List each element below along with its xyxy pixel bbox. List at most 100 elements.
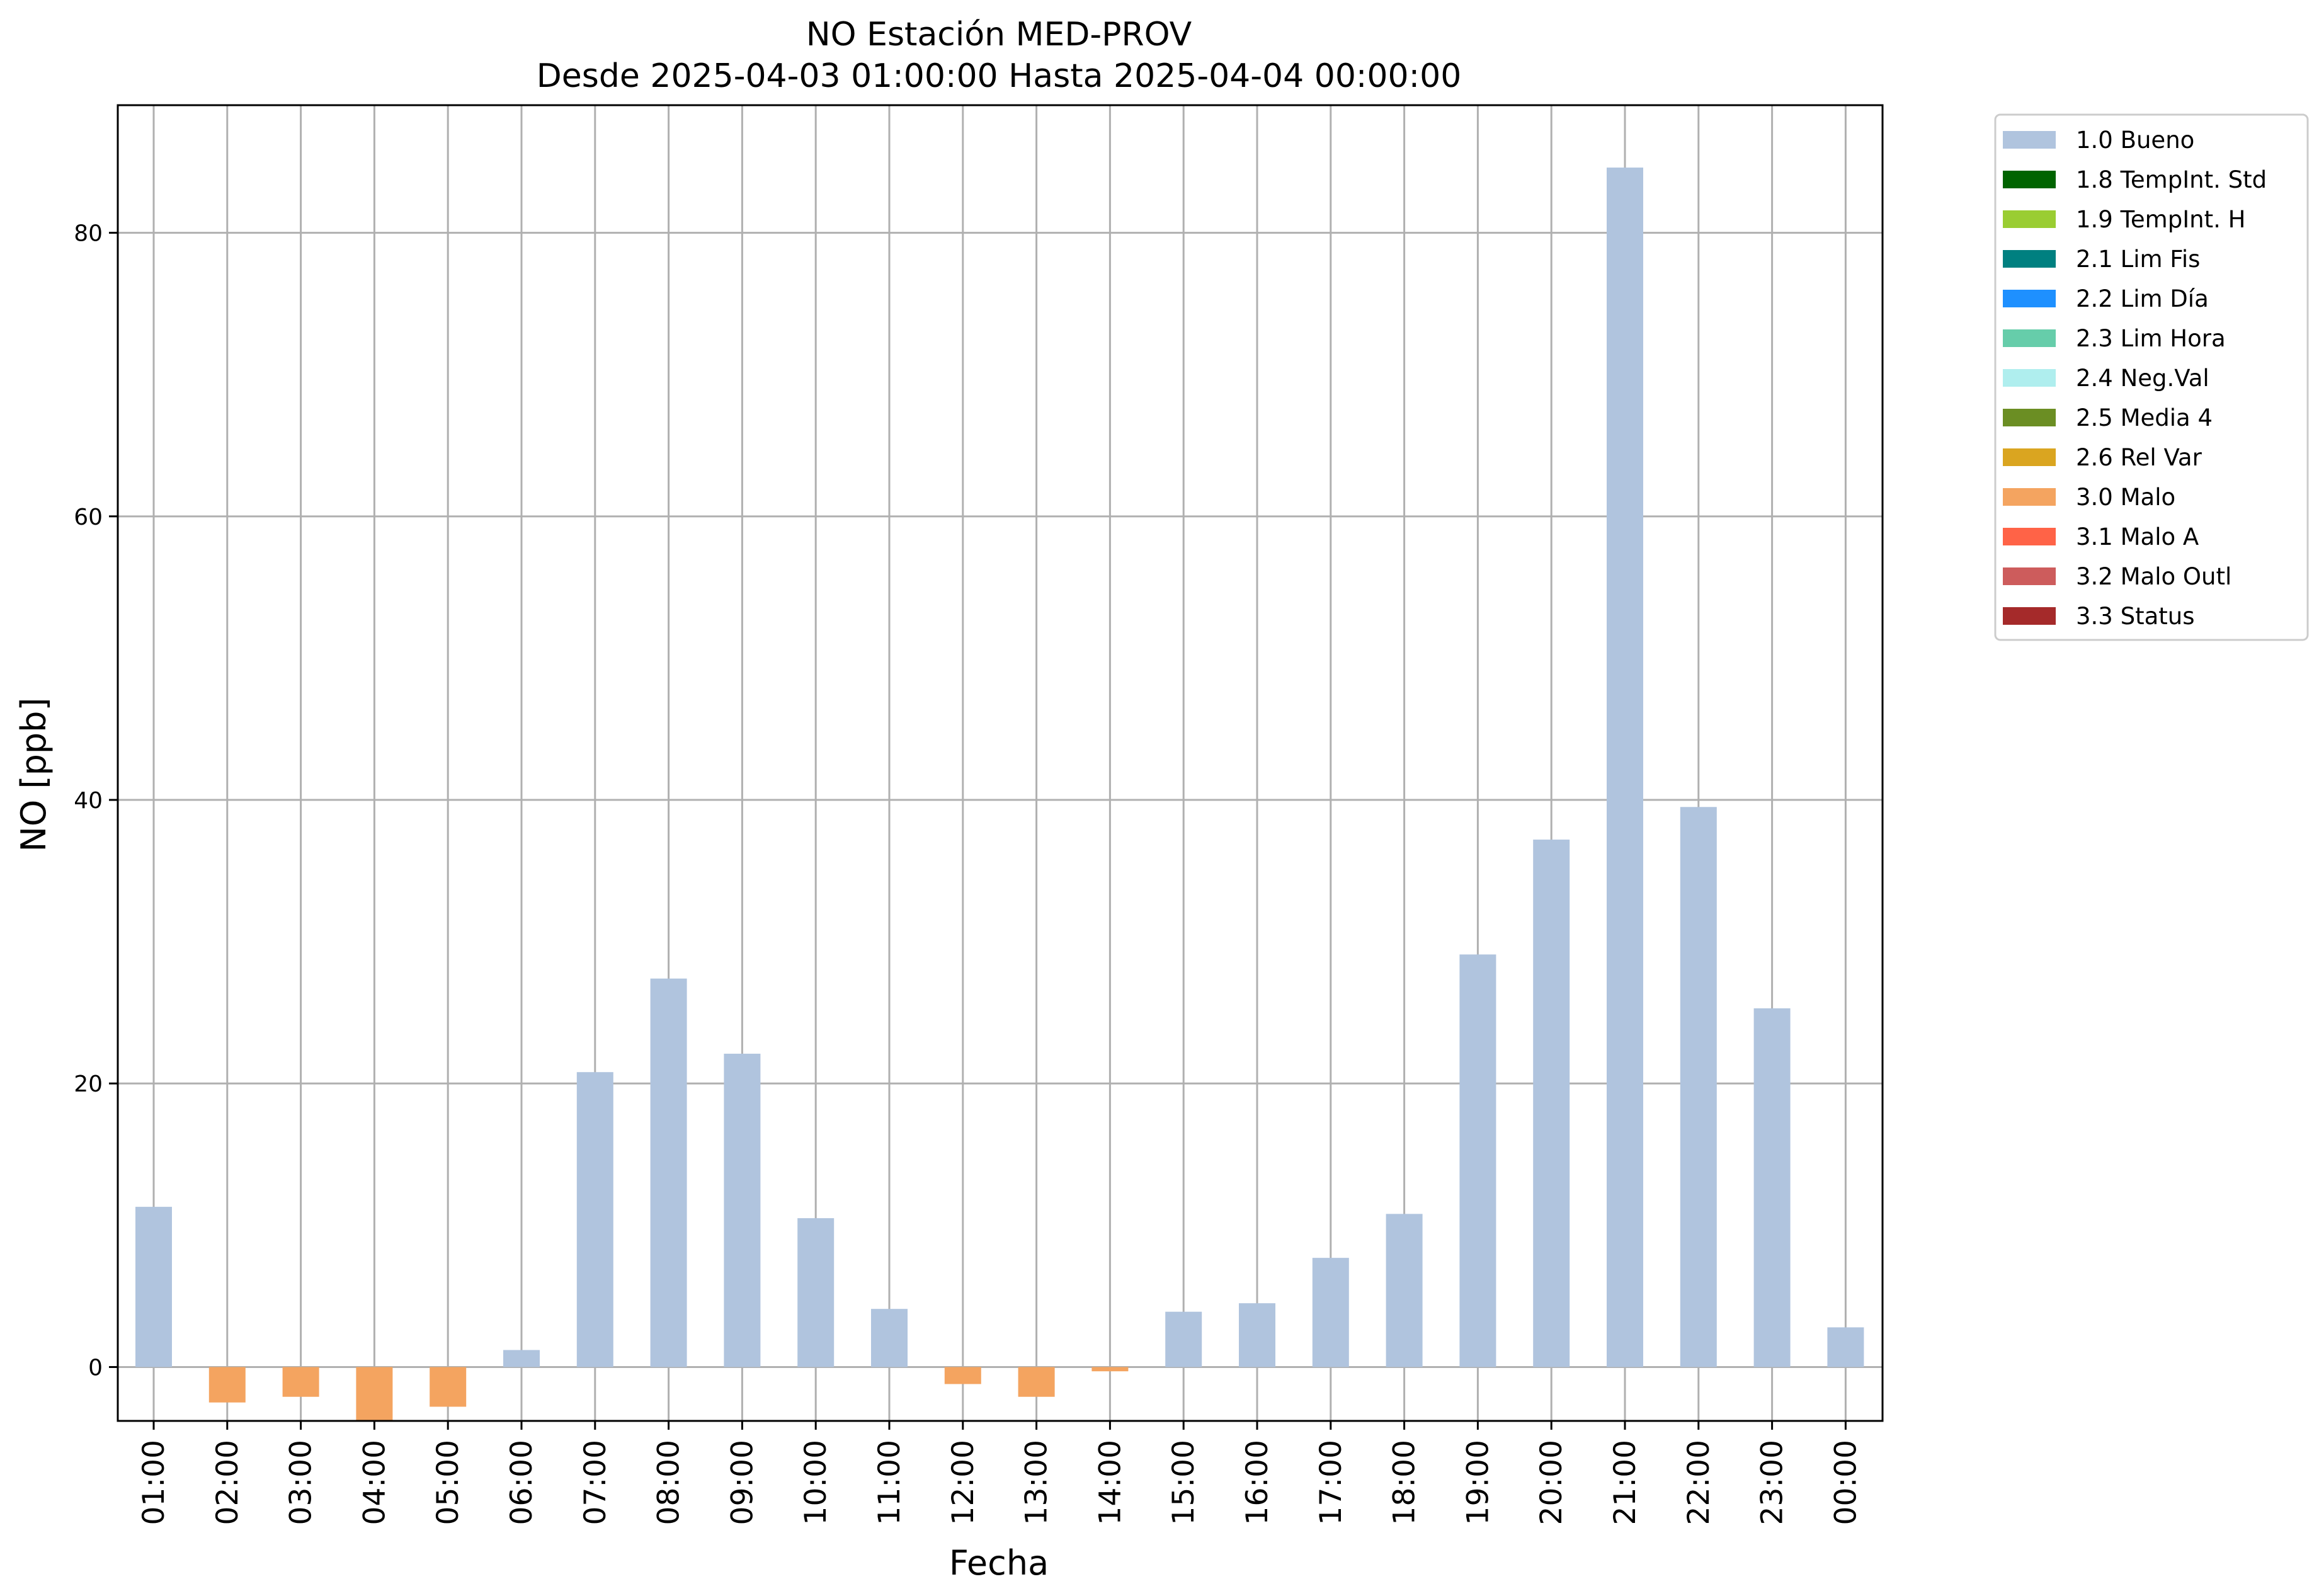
axis-ticks: 0 20 40 60 80 01:00 02:00 03:00 04:00 05:00 06:00 0… — [74, 221, 1863, 1525]
bar-2000 — [1533, 840, 1570, 1367]
bar-0500 — [430, 1367, 467, 1407]
legend-label: 3.1 Malo A — [2076, 523, 2199, 550]
x-tick-label: 17:00 — [1314, 1440, 1348, 1525]
legend-item: 3.2 Malo Outl — [2003, 563, 2231, 590]
x-tick-label: 08:00 — [652, 1440, 687, 1525]
legend-label: 2.1 Lim Fis — [2076, 246, 2200, 273]
bar-0600 — [503, 1350, 540, 1367]
x-tick-label: 00:00 — [1828, 1440, 1863, 1525]
bar-2100 — [1607, 168, 1643, 1367]
x-tick-label: 03:00 — [284, 1440, 319, 1525]
legend: 1.0 Bueno 1.8 TempInt. Std 1.9 TempInt. H 2… — [1994, 113, 2309, 641]
bar-2300 — [1753, 1008, 1791, 1367]
legend-item: 3.1 Malo A — [2003, 523, 2199, 550]
legend-frame — [1994, 113, 2309, 641]
legend-swatch — [2003, 290, 2056, 307]
bar-0400 — [356, 1367, 393, 1421]
x-tick-label: 19:00 — [1461, 1440, 1495, 1525]
x-tick-label: 04:00 — [357, 1440, 392, 1525]
bar-1400 — [1091, 1367, 1129, 1372]
bar-1900 — [1459, 954, 1496, 1367]
legend-label: 1.9 TempInt. H — [2076, 206, 2245, 233]
legend-swatch — [2003, 528, 2056, 545]
x-tick-label: 06:00 — [504, 1440, 539, 1525]
legend-label: 2.2 Lim Día — [2076, 285, 2209, 312]
legend-swatch — [2003, 369, 2056, 387]
legend-item: 2.5 Media 4 — [2003, 404, 2213, 431]
x-tick-label: 10:00 — [799, 1440, 833, 1525]
bar-0900 — [724, 1053, 761, 1367]
legend-item: 1.0 Bueno — [2003, 127, 2194, 154]
legend-swatch — [2003, 210, 2056, 228]
y-tick-label: 40 — [74, 788, 103, 814]
legend-label: 3.3 Status — [2076, 603, 2195, 630]
bar-0300 — [282, 1367, 319, 1397]
bar-1200 — [944, 1367, 981, 1384]
plot-frame — [117, 104, 1884, 1422]
bar-0700 — [576, 1072, 613, 1367]
chart-title: NO Estación MED-PROV — [806, 16, 1192, 54]
y-tick-label: 60 — [74, 504, 103, 530]
bar-1600 — [1239, 1303, 1275, 1367]
x-tick-label: 21:00 — [1608, 1440, 1643, 1525]
x-tick-label: 18:00 — [1387, 1440, 1422, 1525]
legend-label: 3.2 Malo Outl — [2076, 563, 2231, 590]
x-tick-label: 11:00 — [872, 1440, 907, 1525]
legend-swatch — [2003, 329, 2056, 347]
bar-1100 — [871, 1309, 908, 1367]
bar-1500 — [1165, 1311, 1202, 1367]
bar-1300 — [1018, 1367, 1055, 1397]
legend-label: 1.8 TempInt. Std — [2076, 166, 2267, 193]
bar-1000 — [797, 1218, 835, 1367]
legend-item: 2.4 Neg.Val — [2003, 365, 2209, 392]
y-axis-label: NO [ppb] — [14, 697, 54, 852]
chart-subtitle: Desde 2025-04-03 01:00:00 Hasta 2025-04-… — [537, 57, 1462, 95]
legend-item: 2.3 Lim Hora — [2003, 325, 2226, 352]
x-tick-label: 22:00 — [1682, 1440, 1716, 1525]
bar-0200 — [208, 1367, 246, 1403]
y-tick-label: 20 — [74, 1071, 103, 1097]
legend-label: 2.5 Media 4 — [2076, 404, 2213, 431]
legend-label: 2.3 Lim Hora — [2076, 325, 2226, 352]
legend-item: 2.6 Rel Var — [2003, 444, 2202, 471]
bars — [135, 168, 1864, 1421]
legend-item: 2.1 Lim Fis — [2003, 246, 2200, 273]
bar-0000 — [1827, 1327, 1864, 1367]
bar-0800 — [650, 978, 687, 1367]
legend-label: 2.4 Neg.Val — [2076, 365, 2209, 392]
legend-item: 1.9 TempInt. H — [2003, 206, 2245, 233]
y-tick-label: 80 — [74, 221, 103, 247]
legend-swatch — [2003, 567, 2056, 585]
x-tick-label: 05:00 — [431, 1440, 465, 1525]
bar-0100 — [135, 1207, 172, 1367]
legend-swatch — [2003, 250, 2056, 268]
legend-item: 3.3 Status — [2003, 603, 2195, 630]
legend-swatch — [2003, 448, 2056, 466]
x-tick-label: 16:00 — [1240, 1440, 1275, 1525]
bar-2200 — [1680, 807, 1717, 1367]
y-tick-label: 0 — [88, 1355, 103, 1381]
legend-label: 1.0 Bueno — [2076, 127, 2194, 154]
x-tick-label: 14:00 — [1093, 1440, 1127, 1525]
bar-1700 — [1312, 1258, 1349, 1367]
x-tick-label: 07:00 — [578, 1440, 613, 1525]
legend-item: 2.2 Lim Día — [2003, 285, 2209, 312]
x-tick-label: 15:00 — [1166, 1440, 1201, 1525]
x-tick-label: 12:00 — [946, 1440, 981, 1525]
bar-1800 — [1386, 1214, 1423, 1367]
x-tick-label: 13:00 — [1020, 1440, 1054, 1525]
x-tick-label: 23:00 — [1755, 1440, 1790, 1525]
x-tick-label: 20:00 — [1534, 1440, 1569, 1525]
x-axis-label: Fecha — [949, 1543, 1049, 1583]
legend-swatch — [2003, 171, 2056, 188]
legend-item: 3.0 Malo — [2003, 484, 2175, 511]
legend-label: 3.0 Malo — [2076, 484, 2175, 511]
legend-swatch — [2003, 409, 2056, 426]
x-tick-label: 09:00 — [725, 1440, 760, 1525]
legend-label: 2.6 Rel Var — [2076, 444, 2202, 471]
x-tick-label: 01:00 — [137, 1440, 171, 1525]
legend-item: 1.8 TempInt. Std — [2003, 166, 2267, 193]
legend-swatch — [2003, 488, 2056, 506]
legend-swatch — [2003, 607, 2056, 625]
